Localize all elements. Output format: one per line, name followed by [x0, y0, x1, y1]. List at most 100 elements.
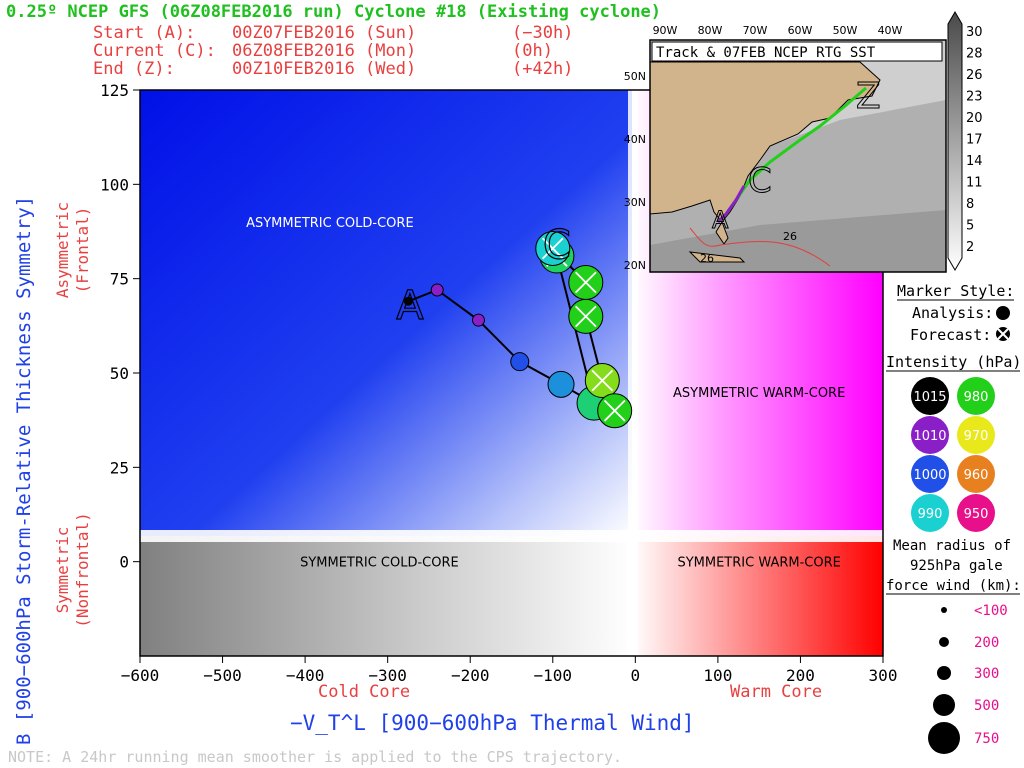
inset-lon-tick: 50W: [833, 24, 858, 37]
forecast-marker: [996, 327, 1010, 341]
radius-legend: <100 200 300 500 750: [928, 603, 1008, 754]
asymmetric-label: Asymmetric: [53, 202, 72, 298]
inset-sst-26-isotherm: [689, 227, 831, 267]
intensity-swatch: 980: [957, 377, 995, 415]
colorbar-label: 26: [966, 68, 983, 83]
legend: Marker Style: Analysis: Forecast: Intens…: [886, 282, 1024, 595]
x-tick-label: 0: [631, 666, 641, 685]
marker-style-title: Marker Style:: [897, 282, 1014, 300]
colorbar-label: 20: [966, 111, 983, 126]
smoother-note: NOTE: A 24hr running mean smoother is ap…: [8, 748, 622, 766]
y-tick-label: 25: [110, 458, 129, 477]
start-time: 00Z07FEB2016 (Sun): [232, 23, 416, 43]
colorbar-label: 17: [966, 133, 983, 148]
colorbar-label: 11: [966, 176, 983, 191]
x-tick-label: 200: [786, 666, 815, 685]
radius-title-1: Mean radius of: [893, 538, 1011, 554]
intensity-swatch: 990: [911, 494, 949, 532]
colorbar-label: 8: [966, 197, 974, 212]
inset-lon-tick: 70W: [743, 24, 768, 37]
inset-letter-z: Z: [856, 76, 881, 117]
x-tick-label: −100: [534, 666, 573, 685]
y-tick-label: 125: [100, 81, 129, 100]
intensity-label: 990: [918, 507, 943, 522]
inset-lat-tick: 30N: [624, 196, 646, 209]
trajectory-marker: [568, 298, 604, 334]
analysis-label: Analysis:: [912, 304, 993, 322]
warm-core-label: Warm Core: [730, 682, 822, 702]
x-tick-label: −300: [368, 666, 407, 685]
region-symmetric-cold-core: [140, 536, 632, 656]
inset-track-early: [716, 185, 746, 224]
trajectory-marker: [568, 264, 604, 300]
intensity-swatch: 1000: [911, 455, 949, 493]
y-tick-label: 100: [100, 175, 129, 194]
colorbar: [947, 11, 963, 271]
y-tick-label: 50: [110, 364, 129, 383]
analysis-marker: [996, 306, 1010, 320]
radius-swatch: 750: [928, 722, 999, 754]
inset-sst-label-1: 26: [783, 230, 797, 243]
chart-title: 0.25º NCEP GFS (06Z08FEB2016 run) Cyclon…: [6, 2, 661, 22]
trajectory-marker: [597, 393, 633, 429]
inset-lat-tick: 50N: [624, 70, 646, 83]
trajectory-marker: [403, 296, 413, 306]
intensity-swatch: 1010: [911, 416, 949, 454]
radius-swatch: 200: [939, 635, 999, 651]
intensity-swatch: 1015: [911, 377, 949, 415]
x-axis-title: −V_T^L [900−600hPa Thermal Wind]: [290, 711, 695, 735]
radius-swatch: <100: [941, 603, 1008, 619]
inset-cuba: [688, 251, 746, 263]
colorbar-label: 2: [966, 240, 974, 255]
colorbar-label: 28: [966, 47, 983, 62]
intensity-label: 950: [964, 507, 989, 522]
intensity-label: 1015: [913, 390, 946, 405]
current-label: Current (C):: [93, 41, 216, 61]
x-tick-label: −200: [451, 666, 490, 685]
radius-label: <100: [974, 603, 1008, 619]
radius-swatch: 500: [933, 694, 999, 716]
inset-letter-a: A: [712, 206, 729, 234]
inset-lat-tick: 20N: [624, 259, 646, 272]
start-offset: (−30h): [512, 23, 573, 43]
end-label: End (Z):: [93, 59, 175, 79]
axis-ticks: −600 −500 −400 −300 −200 −100 0 100 200 300 0 25 50 7…: [100, 81, 897, 685]
intensity-label: 980: [964, 390, 989, 405]
x-tick-label: −600: [121, 666, 160, 685]
trajectory-marker: [547, 370, 575, 398]
symmetric-label: Symmetric: [53, 527, 72, 614]
radius-label: 750: [974, 731, 999, 747]
colorbar-label: 14: [966, 154, 983, 169]
trajectory-marker: [584, 363, 620, 399]
trajectory-letter-c: C: [543, 223, 571, 269]
zero-band-vertical: [628, 90, 638, 656]
inset-title-box: [651, 41, 943, 62]
colorbar-bar: [947, 11, 963, 271]
region-label: SYMMETRIC WARM-CORE: [677, 556, 840, 571]
intensity-title: Intensity (hPa):: [886, 353, 1024, 371]
inset-map: A C Z Track & 07FEB NCEP RTG SST 26 26: [649, 39, 947, 273]
frontal-label: (Frontal): [73, 207, 92, 294]
inset-lon-tick: 40W: [878, 24, 903, 37]
colorbar-labels: 30 28 26 23 20 17 14 11 8 5 2: [966, 25, 983, 255]
current-time: 06Z08FEB2016 (Mon): [232, 41, 416, 61]
inset-title: Track & 07FEB NCEP RTG SST: [656, 45, 876, 61]
inset-lon-tick: 80W: [698, 24, 723, 37]
inset-letter-c: C: [748, 161, 772, 201]
intensity-label: 960: [964, 468, 989, 483]
x-tick-label: 300: [869, 666, 898, 685]
colorbar-label: 5: [966, 219, 974, 234]
intensity-swatch: 960: [957, 455, 995, 493]
region-label: ASYMMETRIC COLD-CORE: [246, 216, 414, 231]
region-label: ASYMMETRIC WARM-CORE: [673, 386, 845, 401]
inset-lon-tick: 60W: [788, 24, 813, 37]
y-tick-label: 75: [110, 270, 129, 289]
y-tick-label: 0: [119, 553, 129, 572]
nonfrontal-label: (Nonfrontal): [73, 512, 92, 628]
region-asymmetric-cold-core: [140, 90, 632, 536]
trajectory-marker: [535, 230, 571, 266]
radius-title-2: 925hPa gale: [910, 558, 1003, 574]
inset-land: [649, 61, 881, 223]
trajectory-marker: [471, 313, 485, 327]
x-tick-label: −500: [203, 666, 242, 685]
